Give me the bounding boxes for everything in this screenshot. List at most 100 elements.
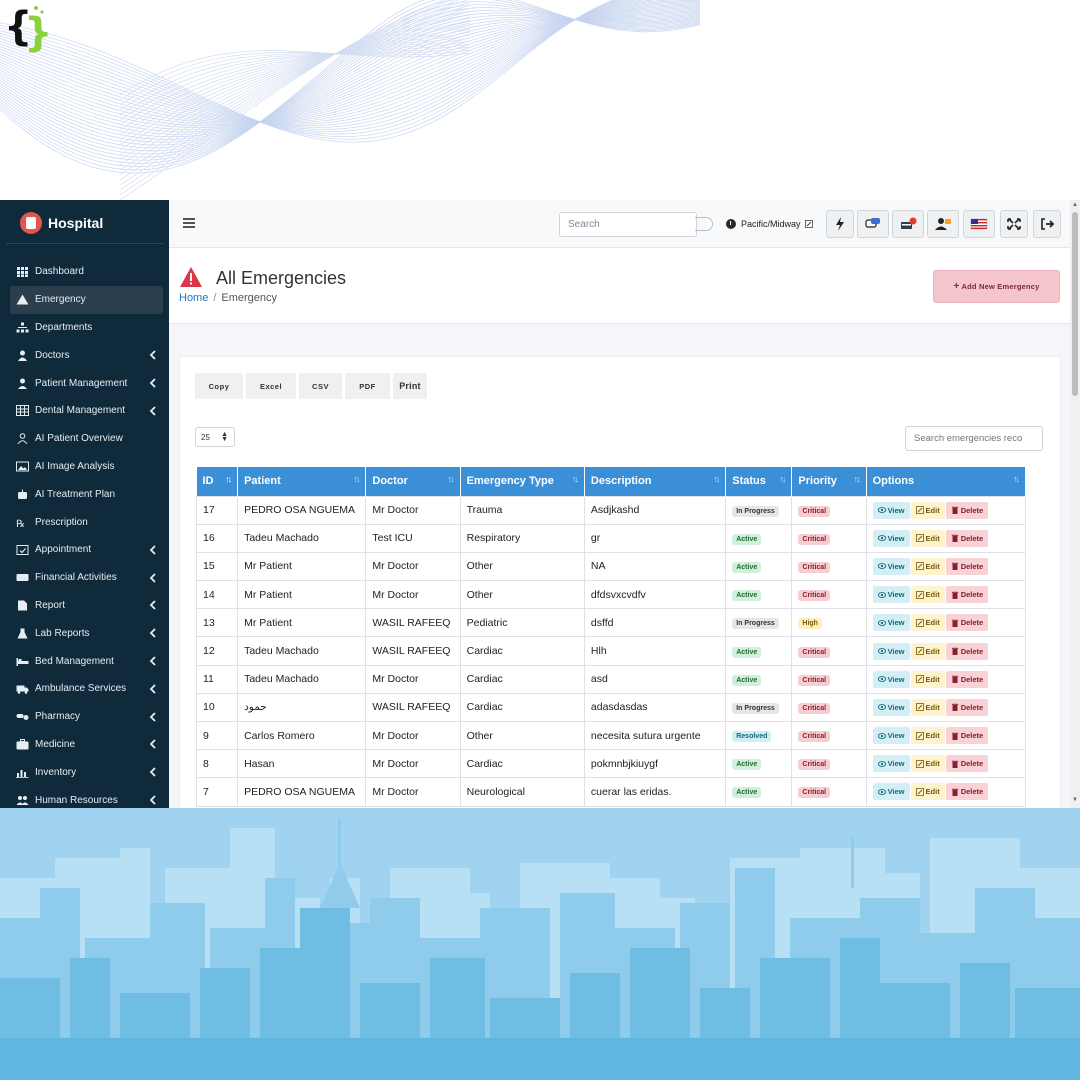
column-header-patient[interactable]: Patient ↑↓ <box>237 467 367 496</box>
edit-button[interactable]: Edit <box>910 614 945 632</box>
chat-button[interactable] <box>857 210 889 238</box>
pdf-export-button[interactable]: PDF <box>345 373 390 399</box>
plus-icon: + <box>953 281 960 292</box>
edit-button[interactable]: Edit <box>910 698 945 716</box>
sidebar-item-departments[interactable]: Departments <box>10 314 163 342</box>
view-button[interactable]: View <box>872 642 910 660</box>
sidebar-item-ambulance-services[interactable]: Ambulance Services <box>10 675 163 703</box>
view-button[interactable]: View <box>872 501 910 519</box>
cell-doctor: Mr Doctor <box>365 551 461 582</box>
delete-button[interactable]: Delete <box>945 529 989 547</box>
quick-action-button[interactable] <box>826 210 854 238</box>
hamburger-menu-icon[interactable] <box>183 218 195 228</box>
user-alerts-button[interactable] <box>927 210 959 238</box>
cell-status: Active <box>725 664 793 694</box>
delete-button[interactable]: Delete <box>945 586 989 604</box>
eye-icon <box>877 732 886 739</box>
sidebar-item-appointment[interactable]: Appointment <box>10 536 163 564</box>
sidebar-item-ai-image-analysis[interactable]: AI Image Analysis <box>10 453 163 481</box>
topbar: Pacific/Midway <box>169 200 1080 248</box>
cell-options: View Edit Delete <box>865 749 1027 779</box>
sidebar-item-bed-management[interactable]: Bed Management <box>10 647 163 675</box>
scroll-down-arrow-icon[interactable]: ▼ <box>1072 797 1078 803</box>
view-button[interactable]: View <box>872 557 910 575</box>
column-header-description[interactable]: Description ↑↓ <box>584 467 727 496</box>
edit-button[interactable]: Edit <box>910 586 945 604</box>
print-export-button[interactable]: Print <box>393 373 427 399</box>
delete-button[interactable]: Delete <box>945 698 989 716</box>
sidebar-item-patient-management[interactable]: Patient Management <box>10 369 163 397</box>
sidebar-item-report[interactable]: Report <box>10 592 163 620</box>
copy-export-button[interactable]: Copy <box>195 373 243 399</box>
excel-export-button[interactable]: Excel <box>246 373 296 399</box>
view-button[interactable]: View <box>872 783 910 801</box>
edit-button[interactable]: Edit <box>910 755 945 773</box>
sidebar-item-ai-patient-overview[interactable]: AI Patient Overview <box>10 425 163 453</box>
column-header-doctor[interactable]: Doctor ↑↓ <box>365 467 461 496</box>
delete-button[interactable]: Delete <box>945 557 989 575</box>
users-icon <box>16 795 29 806</box>
csv-export-button[interactable]: CSV <box>299 373 342 399</box>
delete-button[interactable]: Delete <box>945 755 989 773</box>
sidebar-item-dental-management[interactable]: Dental Management <box>10 397 163 425</box>
cell-priority: Critical <box>791 777 867 807</box>
column-header-options[interactable]: Options ↑↓ <box>866 467 1027 496</box>
sidebar-item-dashboard[interactable]: Dashboard <box>10 258 163 286</box>
delete-button[interactable]: Delete <box>945 614 989 632</box>
view-button[interactable]: View <box>872 614 910 632</box>
sidebar-item-financial-activities[interactable]: Financial Activities <box>10 564 163 592</box>
sidebar-item-ai-treatment-plan[interactable]: AI Treatment Plan <box>10 480 163 508</box>
column-header-status[interactable]: Status ↑↓ <box>725 467 793 496</box>
page-scrollbar[interactable]: ▲ ▼ <box>1070 200 1080 808</box>
edit-button[interactable]: Edit <box>910 727 945 745</box>
search-toggle[interactable] <box>695 217 713 231</box>
sidebar-item-lab-reports[interactable]: Lab Reports <box>10 619 163 647</box>
view-button[interactable]: View <box>872 529 910 547</box>
edit-button[interactable]: Edit <box>910 783 945 801</box>
delete-button[interactable]: Delete <box>945 642 989 660</box>
delete-button[interactable]: Delete <box>945 501 989 519</box>
add-emergency-button[interactable]: + Add New Emergency <box>933 270 1060 303</box>
sidebar-item-pharmacy[interactable]: Pharmacy <box>10 703 163 731</box>
notifications-button[interactable] <box>892 210 924 238</box>
view-button[interactable]: View <box>872 727 910 745</box>
app-window: Hospital Dashboard Emergency Departments Do… <box>0 200 1080 808</box>
sidebar-item-human-resources[interactable]: Human Resources <box>10 786 163 808</box>
delete-button[interactable]: Delete <box>945 783 989 801</box>
scrollbar-thumb[interactable] <box>1072 212 1078 396</box>
edit-icon <box>915 788 924 796</box>
delete-button[interactable]: Delete <box>945 727 989 745</box>
view-button[interactable]: View <box>872 698 910 716</box>
scroll-up-arrow-icon[interactable]: ▲ <box>1072 202 1078 208</box>
column-header-id[interactable]: ID ↑↓ <box>196 467 239 496</box>
edit-button[interactable]: Edit <box>910 557 945 575</box>
sidebar-item-medicine[interactable]: Medicine <box>10 731 163 759</box>
search-input[interactable] <box>559 212 697 237</box>
edit-button[interactable]: Edit <box>910 529 945 547</box>
edit-button[interactable]: Edit <box>910 642 945 660</box>
eye-icon <box>877 704 886 711</box>
sidebar-item-emergency[interactable]: Emergency <box>10 285 163 314</box>
logout-button[interactable] <box>1033 210 1061 238</box>
sidebar-item-inventory[interactable]: Inventory <box>10 758 163 786</box>
view-button[interactable]: View <box>872 755 910 773</box>
column-header-emergency-type[interactable]: Emergency Type ↑↓ <box>460 467 585 496</box>
breadcrumb-home-link[interactable]: Home <box>179 292 209 304</box>
fullscreen-button[interactable] <box>1000 210 1028 238</box>
table-search-input[interactable] <box>905 426 1043 451</box>
cell-status: In Progress <box>725 608 793 638</box>
table-header-row: ID ↑↓ Patient ↑↓ Doctor ↑↓ Emergency Type ↑↓ Des… <box>196 467 1027 496</box>
sidebar-item-doctors[interactable]: Doctors <box>10 341 163 369</box>
column-header-priority[interactable]: Priority ↑↓ <box>791 467 867 496</box>
sidebar-item-label: AI Patient Overview <box>35 433 123 445</box>
sidebar-brand[interactable]: Hospital <box>6 200 163 244</box>
edit-button[interactable]: Edit <box>910 670 945 688</box>
delete-button[interactable]: Delete <box>945 670 989 688</box>
page-length-select[interactable]: 25 ▲ ▼ <box>195 427 235 447</box>
edit-button[interactable]: Edit <box>910 501 945 519</box>
view-button[interactable]: View <box>872 586 910 604</box>
timezone-selector[interactable]: Pacific/Midway <box>726 217 813 231</box>
view-button[interactable]: View <box>872 670 910 688</box>
language-button[interactable] <box>963 210 995 238</box>
sidebar-item-prescription[interactable]: ℞ Prescription <box>10 508 163 536</box>
